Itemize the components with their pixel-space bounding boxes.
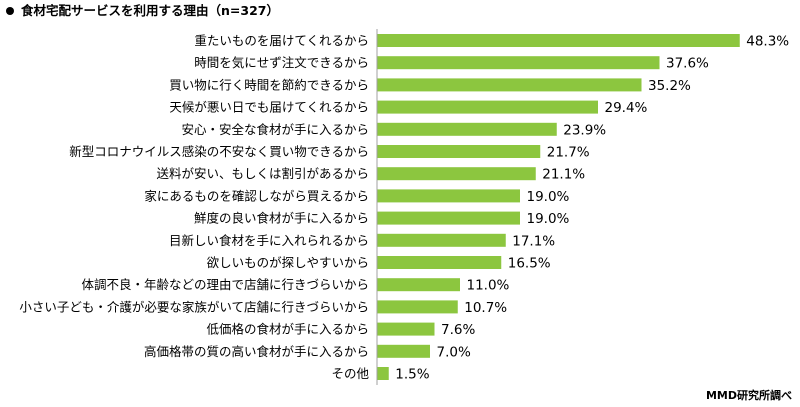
category-label: 小さい子ども・介護が必要な家族がいて店舗に行きづらいから: [19, 299, 369, 314]
category-label: その他: [331, 366, 369, 381]
data-label: 10.7%: [464, 300, 507, 316]
category-label: 目新しい食材を手に入れられるから: [169, 233, 369, 248]
bar: [377, 322, 435, 336]
bar: [377, 78, 642, 92]
data-label: 37.6%: [666, 56, 709, 72]
category-label: 欲しいものが探しやすいから: [207, 255, 369, 270]
data-label: 16.5%: [508, 256, 551, 272]
bar: [377, 278, 460, 292]
bar: [377, 56, 660, 70]
data-label: 23.9%: [563, 122, 606, 138]
bar: [377, 233, 506, 247]
data-label: 19.0%: [527, 211, 570, 227]
bar: [377, 189, 520, 203]
data-label: 21.1%: [542, 167, 585, 183]
category-label: 買い物に行く時間を節約できるから: [169, 77, 369, 92]
data-label: 17.1%: [512, 233, 555, 249]
category-label: 時間を気にせず注文できるから: [194, 55, 369, 70]
data-label: 7.0%: [437, 344, 471, 360]
data-label: 21.7%: [547, 145, 590, 161]
bar: [377, 367, 389, 380]
category-label: 送料が安い、もしくは割引があるから: [156, 166, 369, 181]
data-label: 11.0%: [467, 278, 510, 294]
bar: [377, 100, 598, 114]
chart-title: 食材宅配サービスを利用する理由（n=327）: [4, 3, 279, 19]
source-note: MMD研究所調べ: [705, 389, 792, 402]
data-label: 1.5%: [395, 367, 429, 383]
category-label: 鮮度の良い食材が手に入るから: [194, 211, 369, 226]
data-label: 29.4%: [605, 100, 648, 116]
category-label: 安心・安全な食材が手に入るから: [181, 122, 369, 137]
category-label: 新型コロナウイルス感染の不安なく買い物できるから: [69, 144, 369, 159]
category-label: 天候が悪い日でも届けてくれるから: [169, 100, 369, 115]
bar: [377, 211, 520, 225]
bar: [377, 145, 541, 158]
bullet-icon: [6, 7, 14, 15]
bar: [377, 344, 430, 358]
category-label: 高価格帯の質の高い食材が手に入るから: [144, 344, 369, 359]
bar: [377, 34, 740, 47]
chart-title-text: 食材宅配サービスを利用する理由（n=327）: [21, 3, 279, 18]
bar: [377, 122, 557, 136]
category-label: 低価格の食材が手に入るから: [206, 322, 369, 337]
category-label: 重たいものを届けてくれるから: [194, 33, 369, 48]
data-label: 35.2%: [648, 78, 691, 94]
data-label: 48.3%: [746, 34, 789, 50]
bar: [377, 256, 502, 269]
category-label: 家にあるものを確認しながら買えるから: [144, 188, 369, 203]
data-label: 19.0%: [527, 189, 570, 205]
bar: [377, 167, 536, 181]
bar: [377, 300, 458, 314]
data-label: 7.6%: [441, 322, 475, 338]
category-label: 体調不良・年齢などの理由で店舗に行きづらいから: [81, 277, 369, 292]
